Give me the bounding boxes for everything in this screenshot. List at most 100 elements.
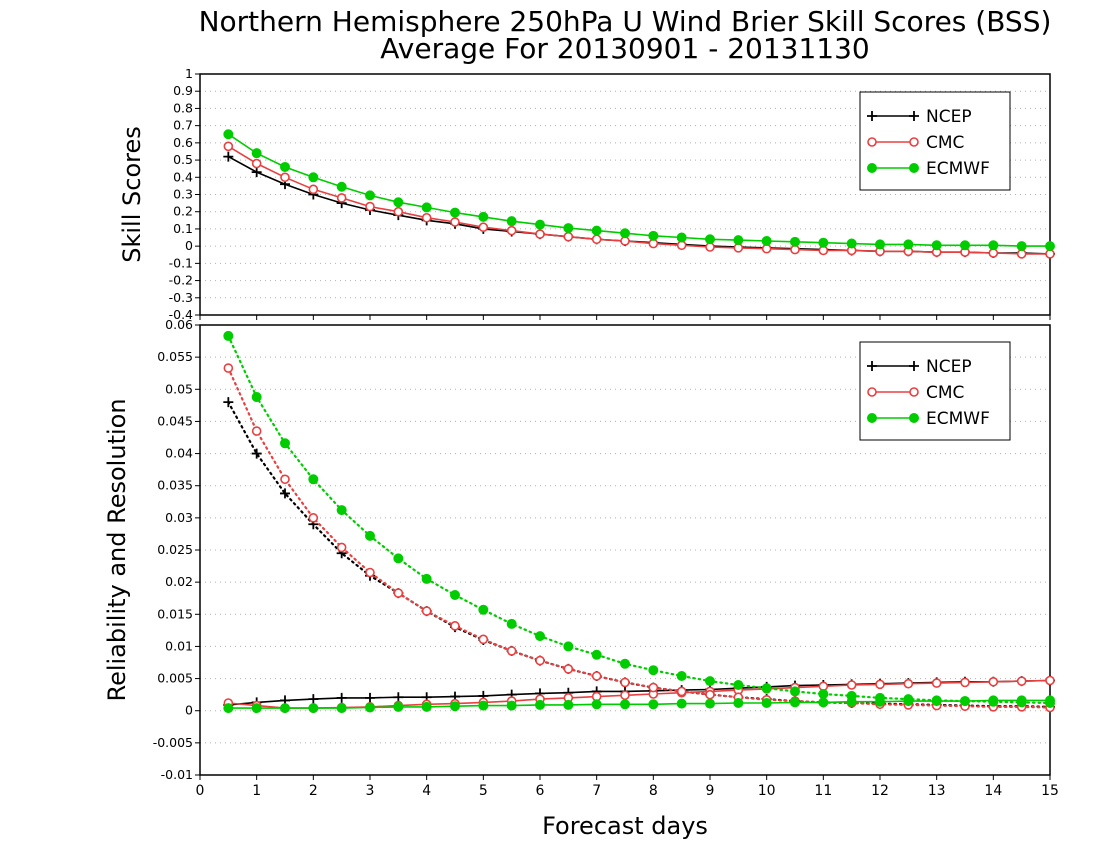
ecmwf-reliability-point — [790, 697, 800, 708]
ecmwf-reliability-point — [761, 698, 772, 708]
ecmwf-bss-point — [1045, 241, 1055, 252]
legend-label-ecmwf: ECMWF — [926, 409, 990, 429]
y-tick-label: 0.3 — [173, 187, 193, 202]
legend-box — [859, 341, 1011, 441]
ecmwf-bss-point — [1016, 241, 1027, 252]
ecmwf-bss-point — [365, 190, 375, 201]
y-tick-label: -0.1 — [169, 255, 193, 270]
cmc-reliability-point — [931, 678, 942, 688]
y-tick-label: 0.025 — [157, 542, 193, 557]
cmc-bss-point — [591, 234, 602, 245]
ecmwf-reliability-point — [591, 699, 602, 710]
y-tick-label: -0.005 — [153, 735, 193, 750]
y-axis-label: Skill Scores — [118, 126, 146, 263]
cmc-reliability-point — [875, 679, 885, 690]
x-tick-label: 2 — [309, 783, 318, 799]
ecmwf-reliability-point — [393, 701, 404, 712]
y-tick-label: 0.03 — [165, 510, 193, 525]
ecmwf-resolution-point — [280, 438, 290, 449]
ecmwf-bss-point — [251, 148, 262, 159]
cmc-reliability-point — [903, 678, 914, 689]
ecmwf-reliability-point — [733, 698, 744, 708]
cmc-resolution-point — [535, 655, 545, 666]
legend-marker-ecmwf — [867, 413, 877, 423]
plot-frame — [199, 73, 1051, 316]
skill-scores-panel: -0.4 -0.3 -0.2 -0.1 0 0.1 0.2 0.3 0.4 0.5 0.6 0.7 0.… — [118, 66, 1055, 322]
x-tick-label: 9 — [706, 783, 715, 799]
ecmwf-resolution-point — [648, 665, 659, 676]
ecmwf-bss-point — [676, 232, 687, 243]
x-tick-label: 13 — [928, 783, 946, 799]
ecmwf-resolution-point — [790, 686, 800, 697]
cmc-bss-point — [506, 225, 517, 236]
cmc-reliability-point — [620, 690, 630, 701]
ecmwf-bss-point — [875, 239, 885, 250]
ecmwf-bss-point — [563, 223, 574, 234]
legend-label-cmc: CMC — [926, 133, 964, 153]
ecmwf-bss-point — [421, 202, 432, 213]
y-tick-label: 0.015 — [157, 606, 193, 621]
ecmwf-reliability-point — [705, 698, 715, 709]
ncep-bss-point — [251, 167, 262, 178]
ncep-resolution-point — [223, 397, 234, 408]
y-tick-label: 0 — [185, 238, 193, 253]
ecmwf-resolution-point — [478, 604, 489, 615]
cmc-bss-point — [280, 172, 290, 183]
ecmwf-bss-point — [620, 228, 630, 239]
cmc-bss-point — [421, 212, 432, 223]
ncep-reliability-point — [308, 694, 319, 705]
ecmwf-bss-point — [705, 234, 715, 245]
cmc-resolution-point — [478, 634, 489, 645]
x-tick-label: 8 — [649, 783, 658, 799]
y-tick-label: 0.1 — [173, 221, 193, 236]
ecmwf-resolution-point — [988, 696, 999, 707]
x-tick-label: 3 — [366, 783, 375, 799]
ecmwf-resolution-point — [450, 590, 460, 600]
cmc-resolution-point — [308, 513, 319, 523]
ecmwf-resolution-point — [506, 618, 517, 629]
y-tick-label: 0 — [185, 703, 193, 718]
ecmwf-bss-point — [223, 129, 234, 140]
ecmwf-reliability-point — [421, 701, 432, 712]
cmc-bss-point — [535, 229, 545, 239]
ncep-resolution-point — [251, 448, 262, 459]
y-tick-label: -0.4 — [169, 307, 193, 322]
legend-marker-cmc — [909, 137, 919, 147]
x-tick-label: 4 — [422, 783, 431, 799]
y-tick-label: 0.01 — [165, 638, 193, 653]
ncep-reliability-point — [393, 692, 404, 703]
ecmwf-bss-point — [336, 181, 347, 192]
cmc-resolution-point — [365, 567, 375, 578]
ecmwf-resolution-point — [393, 553, 404, 564]
y-tick-label: 0.6 — [173, 135, 193, 150]
ecmwf-resolution-point — [1016, 697, 1027, 708]
x-tick-label: 15 — [1041, 783, 1059, 799]
cmc-resolution-point — [336, 542, 347, 553]
ecmwf-reliability-point — [365, 702, 375, 713]
ecmwf-reliability-point — [676, 698, 687, 709]
ecmwf-resolution-point — [931, 695, 942, 706]
reliability-resolution-panel: -0.01 -0.005 0 0.005 0.01 0.015 0.02 0.025 0.03 0… — [103, 317, 1059, 799]
legend-marker-ncep — [909, 111, 919, 121]
ecmwf-resolution-point — [733, 680, 744, 690]
legend-marker-cmc — [867, 137, 877, 147]
cmc-bss-point — [336, 193, 347, 203]
ecmwf-bss-point — [478, 211, 489, 222]
chart-title-line2: Average For 20130901 - 20131130 — [380, 32, 869, 65]
cmc-resolution-point — [676, 686, 687, 697]
ecmwf-resolution-point — [676, 671, 687, 681]
ecmwf-resolution-point — [705, 676, 715, 687]
legend-label-ncep: NCEP — [926, 107, 972, 127]
y-tick-label: 0.4 — [173, 169, 193, 184]
ecmwf-bss-point — [450, 207, 460, 218]
ecmwf-resolution-point — [818, 689, 829, 699]
x-tick-label: 7 — [592, 783, 601, 799]
cmc-bss-point — [308, 184, 319, 195]
y-tick-label: 0.055 — [157, 349, 193, 364]
ecmwf-reliability-point — [563, 699, 574, 710]
legend-marker-ncep — [867, 111, 877, 121]
ncep-reliability-point — [365, 692, 375, 703]
ncep-resolution-point — [280, 488, 290, 499]
y-tick-label: 0.04 — [165, 446, 193, 461]
x-tick-label: 14 — [984, 783, 1002, 799]
